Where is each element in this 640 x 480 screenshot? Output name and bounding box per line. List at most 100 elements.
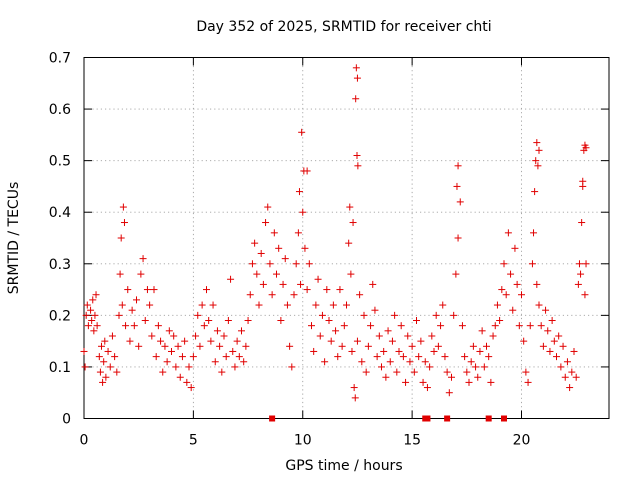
data-point [192,332,200,340]
data-point [128,306,136,314]
data-point [461,353,469,361]
data-point [316,332,324,340]
data-point [273,270,280,278]
data-point [318,311,326,319]
data-point [283,301,291,309]
data-point [522,368,530,376]
data-point [98,342,105,350]
data-point [437,322,445,330]
y-tick-label: 0.5 [49,154,71,170]
data-point [582,260,590,268]
data-point [264,203,272,211]
data-point [137,270,145,278]
data-point [288,363,296,371]
x-tick-label: 5 [189,433,198,449]
data-point [126,337,134,345]
data-point [528,260,536,268]
y-tick-label: 0.7 [49,51,71,67]
data-point [382,373,390,381]
data-point [426,363,434,371]
gridlines [84,57,609,419]
data-point [531,188,539,196]
data-point [231,363,239,371]
data-point-peak [535,146,543,154]
x-tick-label: 10 [294,433,312,449]
data-point [146,301,154,309]
data-point [574,280,582,288]
data-point [189,353,197,361]
data-point [323,286,331,294]
data-point [476,347,484,355]
data-point [351,394,359,402]
data-point [92,291,100,299]
data-point [561,373,569,381]
data-point [270,229,278,237]
data-point [185,363,193,371]
data-point [152,353,160,361]
data-point [384,327,392,335]
data-point [415,353,423,361]
data-point [240,358,248,366]
data-point [90,327,98,335]
data-point [550,337,558,345]
data-point [375,332,383,340]
data-point [81,363,89,371]
data-point [533,280,541,288]
data-point [312,301,320,309]
data-point [178,353,186,361]
data-point [334,353,342,361]
data-point [229,347,237,355]
data-point [515,322,523,330]
data-point [329,301,337,309]
y-tick-label: 0.1 [49,360,71,376]
data-point [118,301,126,309]
data-point-peak [533,139,541,147]
data-point [170,332,178,340]
data-point [345,239,353,247]
data-point [161,342,169,350]
data-point [262,219,270,227]
data-point [119,203,127,211]
data-point [268,291,276,299]
data-point [509,306,517,314]
data-point [566,384,574,392]
data-point [439,301,447,309]
data-point [159,368,167,376]
plot-frame [83,57,610,419]
data-point [544,327,552,335]
data-point [255,301,263,309]
data-point [117,234,125,242]
data-point [535,301,543,309]
data-point [111,353,119,361]
data-point [458,322,466,330]
data-point [563,358,571,366]
data-point [338,342,346,350]
data-point [555,332,563,340]
data-point [305,260,313,268]
data-point [513,280,521,288]
data-point-peak [582,144,590,152]
data-point [448,373,455,381]
data-point [135,342,143,350]
data-point [88,317,96,325]
data-point [205,317,213,325]
data-point [443,368,451,376]
data-point [428,332,436,340]
data-point-peak [453,182,461,190]
data-point [248,260,256,268]
data-point [163,358,171,366]
data-point [465,378,473,386]
data-point [537,322,545,330]
data-point [303,286,311,294]
data-point [295,188,303,196]
data-point [116,270,124,278]
data-point [402,378,410,386]
data-point [463,368,471,376]
data-point [393,368,401,376]
data-point-zero [444,415,451,422]
data-point [423,384,431,392]
data-point [251,239,259,247]
data-point [489,332,497,340]
data-point [233,337,241,345]
